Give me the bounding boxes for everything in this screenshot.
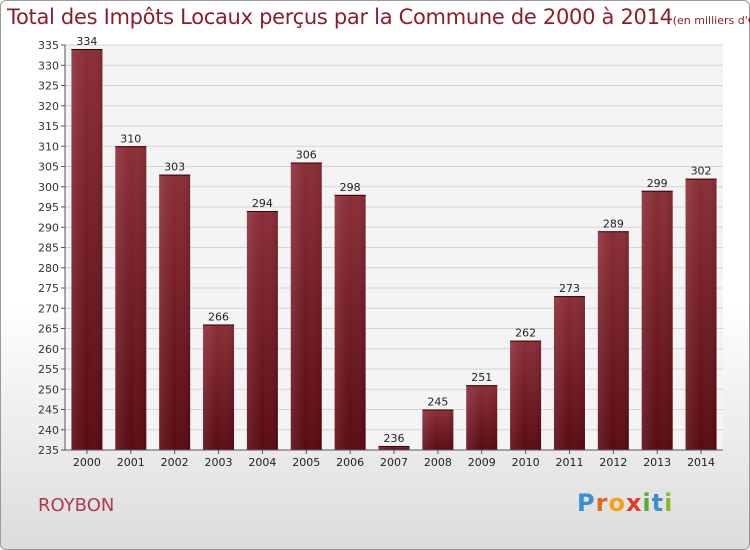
x-tick-label-2008: 2008	[424, 456, 452, 469]
x-tick-label-2013: 2013	[643, 456, 671, 469]
bars	[71, 49, 717, 451]
y-tick-label: 240	[38, 424, 59, 437]
logo-letter: P	[577, 489, 596, 517]
x-tick-label-2004: 2004	[248, 456, 276, 469]
bar-shine	[466, 385, 498, 450]
y-tick-label: 270	[38, 302, 59, 315]
x-tick-label-2007: 2007	[380, 456, 408, 469]
logo-letter: x	[625, 489, 643, 517]
y-tick-label: 245	[38, 404, 59, 417]
x-tick-label-2009: 2009	[468, 456, 496, 469]
bar-shine	[641, 190, 673, 451]
value-label-2002: 303	[164, 161, 185, 174]
value-label-2007: 236	[384, 432, 405, 445]
x-tick-label-2011: 2011	[555, 456, 583, 469]
y-tick-label: 330	[38, 59, 59, 72]
bar-shine	[246, 211, 278, 450]
value-label-2000: 334	[76, 35, 97, 48]
logo-letter: t	[651, 489, 665, 517]
y-tick-label: 250	[38, 383, 59, 396]
y-tick-label: 255	[38, 363, 59, 376]
y-tick-label: 295	[38, 201, 59, 214]
value-label-2001: 310	[120, 132, 141, 145]
title-unit: (en milliers d'€)	[672, 14, 750, 27]
y-tick-label: 310	[38, 140, 59, 153]
y-tick-label: 285	[38, 242, 59, 255]
x-tick-label-2000: 2000	[73, 456, 101, 469]
bar-shine	[290, 162, 322, 450]
value-label-2009: 251	[471, 371, 492, 384]
chart-title: Total des Impôts Locaux perçus par la Co…	[7, 5, 750, 29]
logo-letter: i	[642, 489, 652, 517]
logo-letter: i	[664, 489, 674, 517]
bar-shine	[115, 146, 147, 450]
value-label-2006: 298	[340, 181, 361, 194]
value-label-2013: 299	[647, 177, 668, 190]
y-tick-label: 265	[38, 323, 59, 336]
bar-shine	[685, 178, 717, 450]
commune-name: ROYBON	[38, 495, 115, 516]
y-tick-label: 325	[38, 80, 59, 93]
x-tick-label-2003: 2003	[205, 456, 233, 469]
y-tick-label: 300	[38, 181, 59, 194]
bar-shine	[378, 445, 410, 450]
y-axis-ticks: 235 240 245 250 255 260 265 270 275 280 285 290 295 3…	[38, 39, 65, 457]
x-tick-label-2006: 2006	[336, 456, 364, 469]
value-label-2003: 266	[208, 310, 229, 323]
bar-shine	[159, 174, 191, 450]
value-label-2004: 294	[252, 197, 273, 210]
bar-shine	[422, 409, 454, 450]
x-tick-label-2001: 2001	[117, 456, 145, 469]
x-tick-label-2010: 2010	[512, 456, 540, 469]
value-label-2010: 262	[515, 327, 536, 340]
y-tick-label: 305	[38, 161, 59, 174]
x-axis-ticks: 2000 2001 2002 2003 2004 2005 2006 2007 2008 2009…	[73, 450, 715, 469]
value-label-2008: 245	[427, 396, 448, 409]
y-tick-label: 290	[38, 221, 59, 234]
bar-shine	[597, 231, 629, 450]
bar-shine	[203, 324, 235, 450]
y-tick-label: 320	[38, 100, 59, 113]
proxiti-logo: Proxiti	[577, 489, 673, 517]
value-label-2011: 273	[559, 282, 580, 295]
bar-shine	[553, 296, 585, 450]
x-tick-label-2002: 2002	[161, 456, 189, 469]
y-tick-label: 335	[38, 39, 59, 52]
bar-shine	[510, 340, 542, 450]
value-labels: 334 310 303 266 294 306 298 236 245 251 262 273 289 2…	[76, 35, 711, 445]
y-tick-label: 275	[38, 282, 59, 295]
value-label-2012: 289	[603, 217, 624, 230]
bar-shine	[71, 49, 103, 451]
y-tick-label: 235	[38, 444, 59, 457]
logo-letter: o	[608, 489, 626, 517]
y-tick-label: 260	[38, 343, 59, 356]
logo-letter: r	[595, 489, 609, 517]
value-label-2005: 306	[296, 148, 317, 161]
x-tick-label-2005: 2005	[292, 456, 320, 469]
y-tick-label: 315	[38, 120, 59, 133]
x-tick-label-2014: 2014	[687, 456, 715, 469]
y-tick-label: 280	[38, 262, 59, 275]
value-label-2014: 302	[691, 165, 712, 178]
x-tick-label-2012: 2012	[599, 456, 627, 469]
bar-shine	[334, 194, 366, 450]
title-text: Total des Impôts Locaux perçus par la Co…	[7, 5, 673, 29]
